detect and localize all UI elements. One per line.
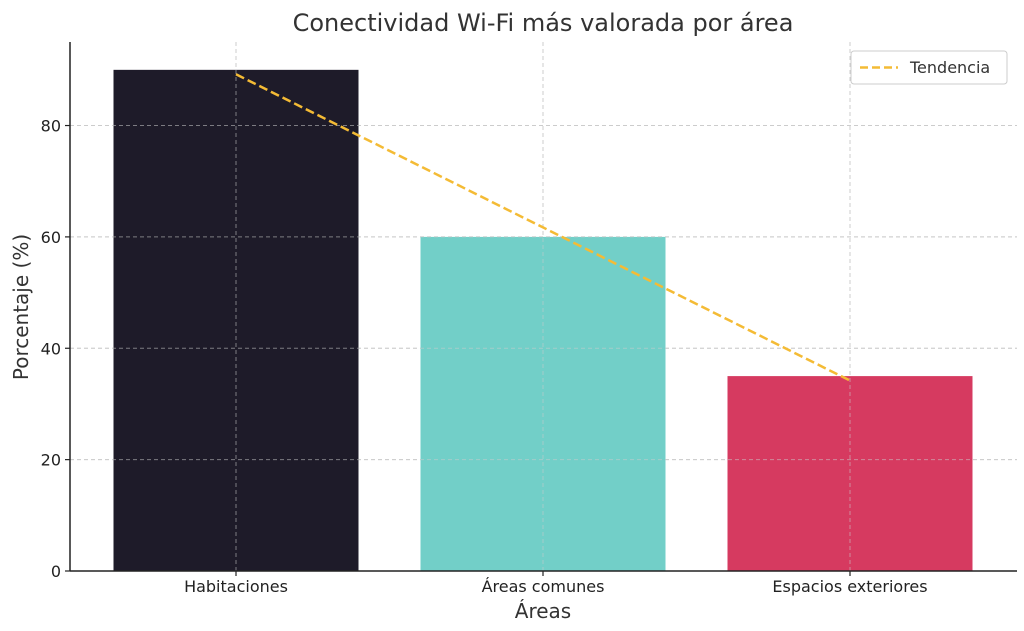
x-axis-label: Áreas	[515, 599, 571, 623]
x-ticks: Habitaciones Áreas comunes Espacios exteri…	[184, 571, 928, 596]
y-tick-label: 40	[41, 339, 61, 358]
y-axis-label: Porcentaje (%)	[9, 234, 33, 380]
y-tick-label: 60	[41, 228, 61, 247]
bars	[113, 69, 973, 572]
trend-layer	[235, 73, 851, 382]
x-tick-label: Áreas comunes	[482, 577, 605, 596]
x-tick-label: Espacios exteriores	[772, 577, 927, 596]
y-tick-label: 80	[41, 117, 61, 136]
trend-line	[235, 73, 851, 382]
bar	[113, 69, 359, 571]
gridlines-overlay	[70, 42, 1017, 571]
y-tick-label: 0	[51, 562, 61, 581]
y-ticks: 0 20 40 60 80	[41, 117, 70, 581]
x-tick-label: Habitaciones	[184, 577, 288, 596]
legend-trend-label: Tendencia	[909, 58, 990, 77]
bar	[420, 236, 666, 572]
chart-title: Conectividad Wi-Fi más valorada por área	[293, 9, 794, 37]
legend-box	[850, 50, 1008, 85]
legend: Tendencia	[850, 50, 1008, 85]
y-tick-label: 20	[41, 451, 61, 470]
